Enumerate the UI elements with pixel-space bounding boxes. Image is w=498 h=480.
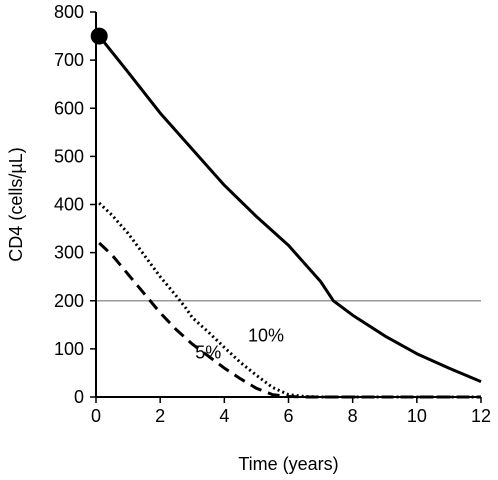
x-tick-label: 8 bbox=[348, 406, 358, 426]
marker-layer bbox=[90, 27, 108, 45]
x-tick-label: 2 bbox=[155, 406, 165, 426]
axes bbox=[95, 12, 481, 398]
x-axis-title: Time (years) bbox=[238, 454, 338, 474]
x-tick-label: 4 bbox=[219, 406, 229, 426]
y-axis-title: CD4 (cells/µL) bbox=[6, 147, 26, 261]
annotation-label: 10% bbox=[248, 326, 284, 346]
annotation-label: 5% bbox=[195, 343, 221, 363]
ticks: 0 100 200 300 400 500 600 700 800 0 2 4 6 8 10 12 bbox=[54, 2, 491, 426]
x-tick-label: 10 bbox=[407, 406, 427, 426]
y-tick-label: 300 bbox=[54, 243, 84, 263]
series-line-dashed bbox=[98, 241, 481, 399]
start-point-marker bbox=[90, 27, 108, 45]
series-layer bbox=[98, 35, 482, 399]
y-tick-label: 500 bbox=[54, 146, 84, 166]
y-tick-label: 100 bbox=[54, 339, 84, 359]
series-line-solid bbox=[98, 35, 482, 383]
y-tick-label: 800 bbox=[54, 2, 84, 22]
x-tick-label: 12 bbox=[471, 406, 491, 426]
y-tick-label: 600 bbox=[54, 98, 84, 118]
y-tick-label: 400 bbox=[54, 195, 84, 215]
x-tick-label: 6 bbox=[283, 406, 293, 426]
annotations: 10% 5% bbox=[195, 326, 284, 363]
x-tick-label: 0 bbox=[91, 406, 101, 426]
y-tick-label: 700 bbox=[54, 50, 84, 70]
y-tick-label: 0 bbox=[74, 387, 84, 407]
y-tick-label: 200 bbox=[54, 291, 84, 311]
